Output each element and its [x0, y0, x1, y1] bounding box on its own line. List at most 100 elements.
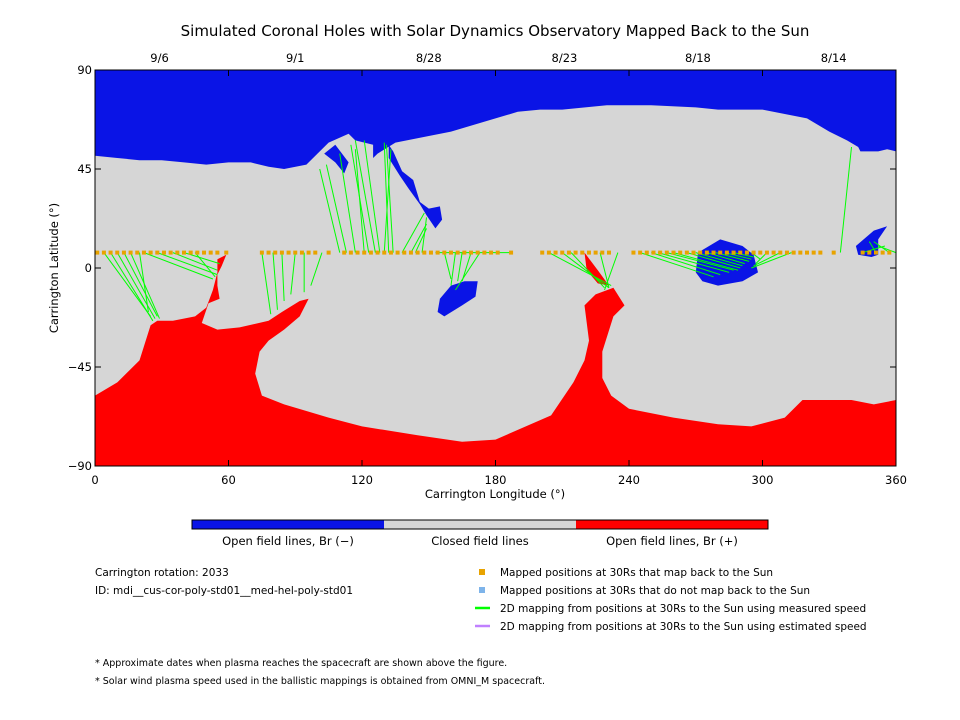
measured-mapping-line [461, 252, 472, 282]
y-axis-label: Carrington Latitude (°) [47, 203, 61, 333]
measured-mapping-line [450, 252, 456, 286]
x-axis-label: Carrington Longitude (°) [425, 487, 565, 501]
legend-measured-label: 2D mapping from positions at 30Rs to the… [500, 603, 866, 615]
colorbar-label: Closed field lines [431, 534, 529, 548]
measured-mapping-line [657, 252, 730, 273]
mapped-position-point [182, 250, 186, 255]
mapped-position-point [573, 250, 578, 255]
equatorial-coronal-hole-negative [855, 226, 888, 257]
measured-mapping-line [695, 252, 743, 267]
mapped-position-point [644, 250, 649, 255]
measured-mapping-line [319, 168, 341, 253]
mapped-position-point [475, 250, 480, 255]
mapped-position-point [306, 250, 311, 255]
carrington-rotation: Carrington rotation: 2033 [95, 567, 229, 579]
mapped-position-point [141, 250, 146, 255]
mapped-position-point [880, 250, 885, 255]
south-open-positive-region [95, 272, 896, 466]
top-date-axis: 9/6 9/1 8/28 8/23 8/18 8/14 [150, 51, 846, 65]
measured-mapping-line [261, 252, 272, 315]
mapped-position-point [751, 250, 756, 255]
measured-mapping-line [290, 252, 296, 295]
mapped-position-point [509, 250, 514, 255]
north-open-negative-region [95, 70, 896, 169]
measured-mapping-line [724, 252, 752, 260]
y-tick-label: −90 [68, 459, 92, 473]
measured-mapping-line [363, 140, 381, 253]
mapped-position-point [631, 250, 636, 255]
mapped-position-point [489, 250, 494, 255]
measured-mapping-line [666, 252, 734, 271]
measured-mapping-line [457, 252, 463, 282]
mapped-position-point [469, 250, 474, 255]
measured-mapping-line [157, 252, 218, 276]
mapped-position-point [831, 250, 836, 255]
measured-mapping-line [383, 149, 392, 253]
mapped-position-point [771, 250, 776, 255]
mapped-position-point [887, 250, 892, 255]
legend-not-mapped-label: Mapped positions at 30Rs that do not map… [500, 585, 810, 597]
mapped-position-point [704, 250, 709, 255]
measured-mapping-line [354, 140, 376, 253]
mapped-position-point [638, 250, 643, 255]
measured-mapping-line [753, 252, 781, 267]
colorbar-segment [192, 520, 384, 529]
mapped-position-point [731, 250, 736, 255]
mapped-position-point [266, 250, 271, 255]
open-positive-patch [217, 254, 227, 275]
measured-mapping-line [385, 144, 394, 253]
measured-mapping-line [639, 252, 714, 278]
legend: Mapped positions at 30Rs that map back t… [475, 567, 867, 633]
mapped-position-point [658, 250, 663, 255]
mapped-position-point [161, 250, 166, 255]
measured-mapping-line [281, 252, 285, 302]
mapped-position-point [784, 250, 789, 255]
mapped-position-point [95, 250, 100, 255]
mapped-position-point [224, 250, 229, 255]
measured-mapping-line [878, 245, 897, 254]
y-tick-label: 90 [77, 63, 92, 77]
mapped-position-point [408, 250, 413, 255]
mapped-position-point [273, 250, 278, 255]
mapped-position-point [175, 250, 180, 255]
axes: 0 60 120 180 240 300 360 −90 −45 0 45 90 [68, 63, 907, 487]
measured-mapping-line [110, 252, 154, 322]
mapped-position-point [195, 250, 200, 255]
mapped-position-point [368, 250, 373, 255]
mapped-position-point [402, 250, 407, 255]
date-tick-label: 8/28 [416, 51, 442, 65]
colorbar-frame [191, 519, 769, 530]
mapped-position-point [798, 250, 803, 255]
mapped-position-point [422, 250, 427, 255]
measured-mapping-line [455, 252, 481, 291]
mapped-position-point [279, 250, 284, 255]
mapped-position-point [764, 250, 769, 255]
mapped-position-point [671, 250, 676, 255]
mapped-position-point [348, 250, 353, 255]
mapped-position-point [738, 250, 743, 255]
mapped-position-point [415, 250, 420, 255]
colorbar-segment [384, 520, 576, 529]
mapped-position-point [313, 250, 318, 255]
mapped-position-point [560, 250, 565, 255]
mapped-position-point [168, 250, 173, 255]
measured-mapping-line [421, 217, 428, 253]
date-tick-label: 8/18 [685, 51, 711, 65]
mapped-position-point [778, 250, 783, 255]
mapped-position-point [580, 250, 585, 255]
mapped-position-point [455, 250, 460, 255]
mapped-position-point [449, 250, 453, 255]
mapped-position-point [744, 250, 749, 255]
measured-mapping-line [410, 223, 427, 253]
colorbar-label: Open field lines, Br (+) [606, 534, 738, 548]
y-tick-label: −45 [68, 360, 92, 374]
mapped-position-point [342, 250, 347, 255]
footnote-speed: * Solar wind plasma speed used in the ba… [95, 676, 545, 687]
measured-mapping-line [443, 252, 452, 280]
legend-estimated-label: 2D mapping from positions at 30Rs to the… [500, 621, 867, 633]
mapped-position-point [155, 250, 160, 255]
mapped-position-point [462, 250, 467, 255]
date-tick-label: 8/23 [552, 51, 578, 65]
measured-mapping-line [686, 252, 741, 269]
measured-speed-mapping-lines [103, 140, 897, 322]
